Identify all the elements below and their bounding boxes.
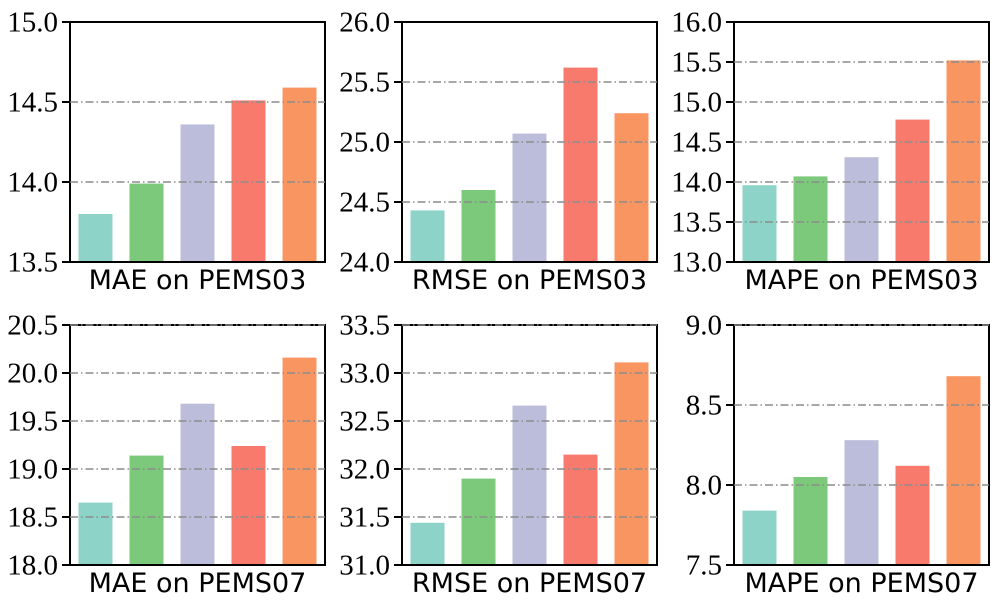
y-tick-label: 14.5 xyxy=(671,127,722,159)
y-tick-label: 33.5 xyxy=(339,310,390,342)
y-tick-label: 18.5 xyxy=(7,502,58,534)
y-tick-label: 13.5 xyxy=(671,207,722,239)
axis-label-rmse-pems07: RMSE on PEMS07 xyxy=(411,568,648,599)
y-tick-label: 33.0 xyxy=(339,358,390,390)
y-tick-label: 26.0 xyxy=(339,7,390,39)
bar xyxy=(844,157,879,262)
bar xyxy=(78,214,113,262)
bar xyxy=(410,210,445,262)
bar xyxy=(844,440,879,565)
bar xyxy=(129,183,164,262)
bar xyxy=(129,455,164,565)
y-tick-label: 19.0 xyxy=(7,454,58,486)
subplot-mae-pems07: 18.0 18.5 19.0 19.5 20.0 20.5 MAE on PEMS07 xyxy=(0,303,332,607)
y-tick-label: 19.5 xyxy=(7,406,58,438)
bar xyxy=(793,176,828,262)
y-tick-label: 15.5 xyxy=(671,47,722,79)
bar xyxy=(231,446,266,565)
bar xyxy=(180,403,215,565)
y-tick-label: 16.0 xyxy=(671,7,722,39)
y-tick-label: 25.0 xyxy=(339,127,390,159)
y-tick-label: 24.5 xyxy=(339,187,390,219)
y-tick-label: 31.5 xyxy=(339,502,390,534)
bar xyxy=(614,362,649,565)
y-tick-label: 14.5 xyxy=(7,87,58,119)
y-tick-label: 15.0 xyxy=(671,87,722,119)
y-tick-label: 18.0 xyxy=(7,550,58,582)
bar xyxy=(180,124,215,263)
axis-label-rmse-pems03: RMSE on PEMS03 xyxy=(411,265,648,296)
y-tick-label: 20.5 xyxy=(7,310,58,342)
y-tick-label: 8.0 xyxy=(686,470,722,502)
subplot-rmse-pems07: 31.0 31.5 32.0 32.5 33.0 33.5 RMSE on PEMS07 xyxy=(332,303,664,607)
y-tick-label: 14.0 xyxy=(7,167,58,199)
chart-mape-pems03: 13.0 13.5 14.0 14.5 15.0 15.5 16.0 xyxy=(671,7,990,279)
bar xyxy=(461,478,496,565)
y-tick-label: 32.5 xyxy=(339,406,390,438)
bar xyxy=(895,465,930,565)
chart-rmse-pems03: 24.0 24.5 25.0 25.5 26.0 xyxy=(339,7,658,279)
bar xyxy=(946,376,981,565)
bar xyxy=(512,133,547,262)
y-tick-label: 25.5 xyxy=(339,67,390,99)
y-tick-label: 32.0 xyxy=(339,454,390,486)
subplot-mape-pems03: 13.0 13.5 14.0 14.5 15.0 15.5 16.0 MAPE on PEM… xyxy=(664,0,996,303)
y-tick-label: 7.5 xyxy=(686,550,722,582)
chart-rmse-pems07: 31.0 31.5 32.0 32.5 33.0 33.5 xyxy=(339,310,658,582)
bar xyxy=(793,477,828,565)
bar xyxy=(742,510,777,565)
y-tick-label: 8.5 xyxy=(686,390,722,422)
bar xyxy=(742,185,777,262)
bar xyxy=(563,67,598,262)
bar xyxy=(282,87,317,262)
y-tick-label: 9.0 xyxy=(686,310,722,342)
y-tick-label: 15.0 xyxy=(7,7,58,39)
y-tick-label: 20.0 xyxy=(7,358,58,390)
bar xyxy=(78,502,113,565)
bar xyxy=(410,522,445,565)
subplot-rmse-pems03: 24.0 24.5 25.0 25.5 26.0 RMSE on PEMS03 xyxy=(332,0,664,303)
bar xyxy=(895,119,930,262)
bar xyxy=(231,100,266,263)
bar xyxy=(512,405,547,565)
plot-border xyxy=(69,21,326,263)
bar xyxy=(282,357,317,565)
chart-mae-pems03: 13.5 14.0 14.5 15.0 xyxy=(7,7,326,279)
axis-label-mae-pems03: MAE on PEMS03 xyxy=(88,265,307,296)
chart-mae-pems07: 18.0 18.5 19.0 19.5 20.0 20.5 xyxy=(7,310,326,582)
bar xyxy=(563,454,598,565)
bar xyxy=(461,190,496,262)
y-tick-label: 14.0 xyxy=(671,167,722,199)
subplot-mae-pems03: 13.5 14.0 14.5 15.0 MAE on PEMS03 xyxy=(0,0,332,303)
y-tick-label: 13.5 xyxy=(7,247,58,279)
subplot-mape-pems07: 7.5 8.0 8.5 9.0 MAPE on PEMS07 xyxy=(664,303,996,607)
y-tick-label: 24.0 xyxy=(339,247,390,279)
chart-mape-pems07: 7.5 8.0 8.5 9.0 xyxy=(686,310,990,582)
axis-label-mape-pems07: MAPE on PEMS07 xyxy=(744,568,979,599)
axis-label-mape-pems03: MAPE on PEMS03 xyxy=(744,265,979,296)
axis-label-mae-pems07: MAE on PEMS07 xyxy=(88,568,307,599)
bar xyxy=(946,60,981,263)
bar xyxy=(614,113,649,262)
y-tick-label: 31.0 xyxy=(339,550,390,582)
y-tick-label: 13.0 xyxy=(671,247,722,279)
